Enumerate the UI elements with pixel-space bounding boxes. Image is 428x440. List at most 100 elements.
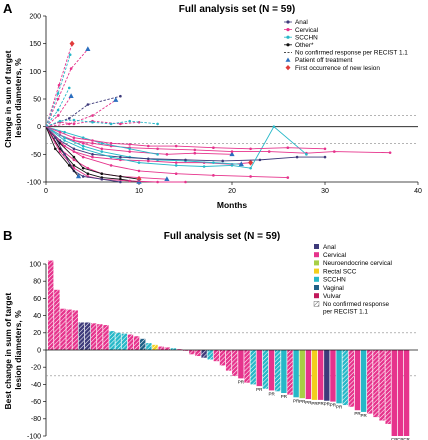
bar-hatch <box>66 309 72 350</box>
y-tick-label: 100 <box>29 261 41 268</box>
series-point <box>147 159 150 163</box>
bar-hatch <box>103 325 109 350</box>
series-point <box>56 108 60 112</box>
bar-hatch <box>176 349 183 350</box>
series-point <box>81 175 85 178</box>
bar-label: PR <box>311 401 318 406</box>
bar <box>299 350 305 399</box>
bar-hatch <box>72 310 78 350</box>
series-point <box>72 158 76 162</box>
bar <box>311 350 318 400</box>
series-point <box>272 125 276 128</box>
bar-label: PR <box>299 399 306 404</box>
bar-label: PR <box>330 403 337 408</box>
off-treatment-marker <box>75 173 82 179</box>
bar-label: PR <box>318 401 325 406</box>
series-point <box>109 164 113 167</box>
bar-hatch <box>121 333 128 350</box>
chart-b-ylabel-line2: lesion diameters, % <box>13 310 23 390</box>
y-tick-label: 0 <box>37 347 41 354</box>
series-point <box>230 164 234 167</box>
series-point <box>91 141 94 145</box>
legend-label: No confirmed response per RECIST 1.1 <box>295 50 408 57</box>
series-point <box>56 97 60 101</box>
bar-hatch <box>348 350 355 407</box>
series-point <box>67 86 71 90</box>
series-point <box>100 150 104 153</box>
bar-hatch <box>262 350 269 389</box>
series-point <box>295 155 299 159</box>
series-line <box>45 126 79 177</box>
series-point <box>100 172 104 175</box>
legend-label: Cervical <box>295 27 318 34</box>
new-lesion-marker <box>248 159 254 166</box>
legend-swatch <box>314 252 319 258</box>
legend-label: Vaginal <box>323 285 344 292</box>
series-point <box>91 139 94 142</box>
bar-hatch <box>60 308 66 350</box>
off-treatment-marker <box>68 93 74 99</box>
bar <box>403 350 410 436</box>
legend-label: No confirmed response <box>323 301 390 308</box>
bar <box>317 350 324 400</box>
series-point <box>128 143 131 146</box>
bar-hatch <box>54 289 60 350</box>
series-point <box>156 153 159 156</box>
series-point <box>57 83 61 87</box>
series-point <box>193 148 197 152</box>
series-point <box>81 144 85 148</box>
bar-hatch <box>90 323 97 350</box>
legend-label: SCCHN <box>295 34 318 41</box>
legend-marker <box>286 20 290 24</box>
series-point <box>58 147 62 151</box>
y-tick-label: 80 <box>33 279 41 286</box>
series-point <box>91 120 94 124</box>
bar-hatch <box>225 350 232 371</box>
y-tick-label: -60 <box>31 399 41 406</box>
legend-swatch <box>314 260 319 266</box>
series-point <box>72 147 76 151</box>
chart-a-title: Full analysis set (N = 59) <box>179 4 295 15</box>
series-point <box>67 164 71 167</box>
series-point <box>156 122 159 126</box>
series-point <box>212 174 215 177</box>
series-point <box>128 119 131 123</box>
bar-hatch <box>152 344 158 350</box>
series-point <box>128 179 131 183</box>
bar <box>324 350 330 401</box>
y-tick-label: -100 <box>27 180 41 187</box>
bar-hatch <box>232 350 238 376</box>
series-point <box>128 147 131 151</box>
series-point <box>212 146 215 149</box>
series-point <box>56 92 60 95</box>
bar-hatch <box>189 350 195 355</box>
legend-label: Vulvar <box>323 293 342 300</box>
series-point <box>63 153 66 156</box>
legend-label: Anal <box>295 19 308 26</box>
series-point <box>165 153 169 156</box>
series-point <box>286 146 290 149</box>
off-treatment-marker <box>229 151 235 157</box>
bar-hatch <box>133 336 140 350</box>
series-point <box>221 159 224 163</box>
series-point <box>58 141 62 145</box>
series-line <box>45 126 326 150</box>
bar-hatch <box>146 343 152 350</box>
bar <box>360 350 367 412</box>
series-point <box>100 147 104 151</box>
y-tick-label: -50 <box>31 152 41 159</box>
chart-a-ylabel-line2: lesion diameters, % <box>13 58 23 138</box>
bar <box>336 350 342 404</box>
bar-label: PR <box>305 400 312 405</box>
bar-hatch <box>207 350 213 360</box>
series-point <box>86 172 90 175</box>
bar-label: CR <box>391 437 398 440</box>
bar <box>268 350 275 391</box>
legend-label: SCCHN <box>323 277 346 284</box>
y-tick-label: 40 <box>33 313 41 320</box>
bar-hatch <box>195 350 201 357</box>
series-point <box>67 117 71 120</box>
bar-hatch <box>109 331 115 350</box>
bar-hatch <box>127 334 134 350</box>
